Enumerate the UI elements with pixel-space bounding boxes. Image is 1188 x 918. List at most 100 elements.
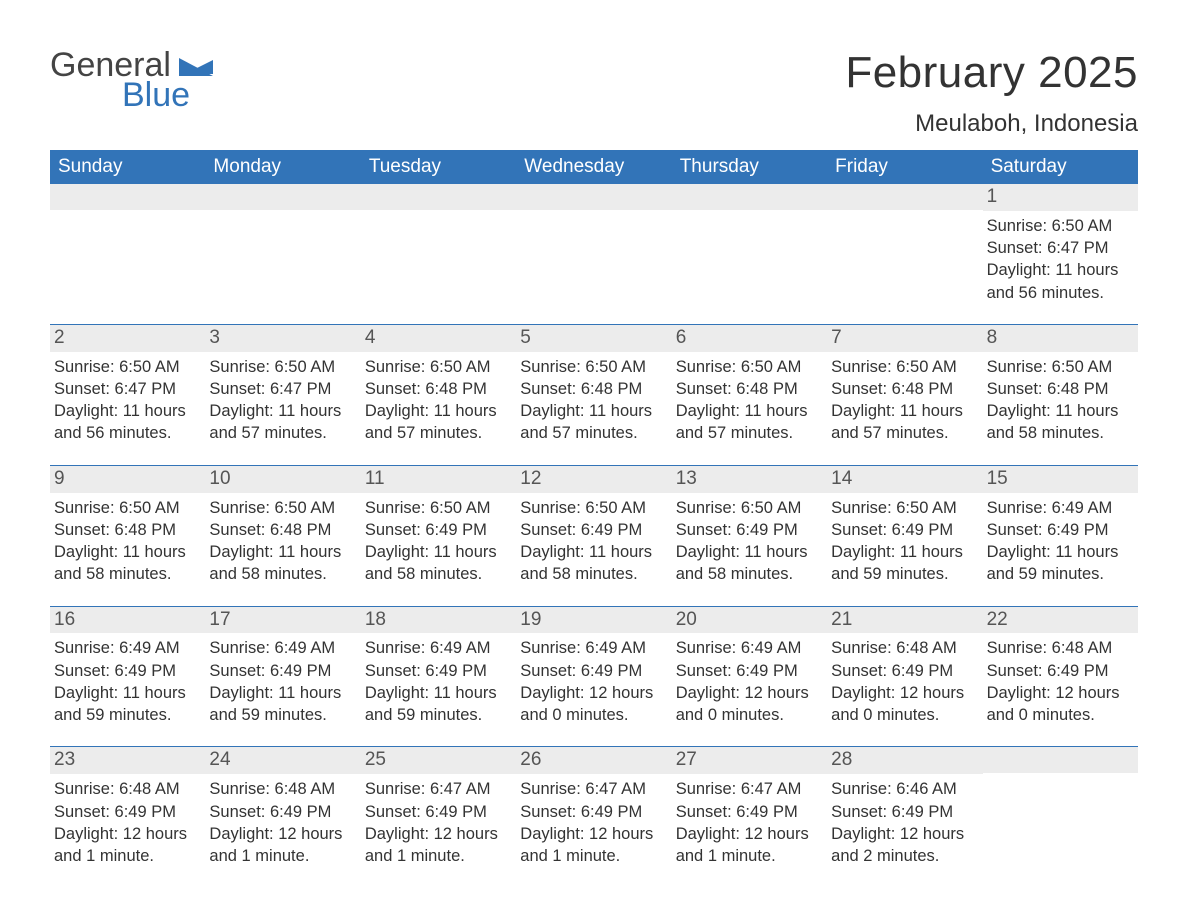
day-sunrise: Sunrise: 6:50 AM xyxy=(520,497,667,519)
day-number: 22 xyxy=(983,607,1138,634)
day-info: Sunrise: 6:49 AMSunset: 6:49 PMDaylight:… xyxy=(50,633,205,726)
day-number: 28 xyxy=(827,747,982,774)
day-dl2: and 56 minutes. xyxy=(54,422,201,444)
day-dl2: and 2 minutes. xyxy=(831,845,978,867)
day-sunset: Sunset: 6:49 PM xyxy=(831,801,978,823)
day-info: Sunrise: 6:50 AMSunset: 6:49 PMDaylight:… xyxy=(516,493,671,586)
day-dl2: and 56 minutes. xyxy=(987,282,1134,304)
day-info: Sunrise: 6:50 AMSunset: 6:48 PMDaylight:… xyxy=(983,352,1138,445)
day-dl1: Daylight: 11 hours xyxy=(987,400,1134,422)
day-sunset: Sunset: 6:47 PM xyxy=(209,378,356,400)
day-sunset: Sunset: 6:47 PM xyxy=(987,237,1134,259)
day-sunset: Sunset: 6:48 PM xyxy=(831,378,978,400)
day-sunrise: Sunrise: 6:46 AM xyxy=(831,778,978,800)
day-sunset: Sunset: 6:49 PM xyxy=(209,660,356,682)
day-dl1: Daylight: 11 hours xyxy=(520,400,667,422)
day-dl1: Daylight: 12 hours xyxy=(676,682,823,704)
day-info: Sunrise: 6:50 AMSunset: 6:49 PMDaylight:… xyxy=(361,493,516,586)
day-sunrise: Sunrise: 6:49 AM xyxy=(987,497,1134,519)
day-sunset: Sunset: 6:49 PM xyxy=(365,801,512,823)
day-sunrise: Sunrise: 6:50 AM xyxy=(987,215,1134,237)
day-number: 15 xyxy=(983,466,1138,493)
day-sunrise: Sunrise: 6:49 AM xyxy=(209,637,356,659)
day-dl2: and 57 minutes. xyxy=(831,422,978,444)
day-dl1: Daylight: 11 hours xyxy=(987,259,1134,281)
day-dl2: and 1 minute. xyxy=(520,845,667,867)
day-sunset: Sunset: 6:48 PM xyxy=(987,378,1134,400)
month-title: February 2025 xyxy=(845,48,1138,98)
day-number xyxy=(672,184,827,210)
day-number: 14 xyxy=(827,466,982,493)
day-sunset: Sunset: 6:49 PM xyxy=(987,519,1134,541)
day-dl2: and 59 minutes. xyxy=(209,704,356,726)
day-number xyxy=(516,184,671,210)
day-cell: 7Sunrise: 6:50 AMSunset: 6:48 PMDaylight… xyxy=(827,325,982,445)
day-info: Sunrise: 6:49 AMSunset: 6:49 PMDaylight:… xyxy=(983,493,1138,586)
day-cell: 5Sunrise: 6:50 AMSunset: 6:48 PMDaylight… xyxy=(516,325,671,445)
day-sunrise: Sunrise: 6:48 AM xyxy=(831,637,978,659)
day-dl2: and 0 minutes. xyxy=(676,704,823,726)
day-info: Sunrise: 6:50 AMSunset: 6:47 PMDaylight:… xyxy=(50,352,205,445)
day-sunrise: Sunrise: 6:48 AM xyxy=(987,637,1134,659)
day-of-week-header: Tuesday xyxy=(361,150,516,184)
day-cell: 24Sunrise: 6:48 AMSunset: 6:49 PMDayligh… xyxy=(205,747,360,867)
day-dl2: and 0 minutes. xyxy=(987,704,1134,726)
day-dl2: and 59 minutes. xyxy=(365,704,512,726)
day-dl1: Daylight: 12 hours xyxy=(831,682,978,704)
day-dl1: Daylight: 12 hours xyxy=(209,823,356,845)
day-sunrise: Sunrise: 6:50 AM xyxy=(209,497,356,519)
day-number: 4 xyxy=(361,325,516,352)
day-number xyxy=(983,747,1138,773)
day-of-week-header: Wednesday xyxy=(516,150,671,184)
day-sunset: Sunset: 6:49 PM xyxy=(365,519,512,541)
day-number: 6 xyxy=(672,325,827,352)
day-info: Sunrise: 6:48 AMSunset: 6:49 PMDaylight:… xyxy=(983,633,1138,726)
day-sunrise: Sunrise: 6:47 AM xyxy=(365,778,512,800)
day-of-week-header: Monday xyxy=(205,150,360,184)
day-sunset: Sunset: 6:49 PM xyxy=(520,660,667,682)
day-number: 24 xyxy=(205,747,360,774)
day-cell: 12Sunrise: 6:50 AMSunset: 6:49 PMDayligh… xyxy=(516,466,671,586)
day-of-week-header: Friday xyxy=(827,150,982,184)
day-sunset: Sunset: 6:48 PM xyxy=(520,378,667,400)
day-number: 21 xyxy=(827,607,982,634)
day-dl2: and 59 minutes. xyxy=(54,704,201,726)
day-number: 2 xyxy=(50,325,205,352)
day-cell: 2Sunrise: 6:50 AMSunset: 6:47 PMDaylight… xyxy=(50,325,205,445)
day-number: 8 xyxy=(983,325,1138,352)
day-number: 27 xyxy=(672,747,827,774)
day-number: 26 xyxy=(516,747,671,774)
day-sunrise: Sunrise: 6:47 AM xyxy=(520,778,667,800)
day-of-week-header: Saturday xyxy=(983,150,1138,184)
day-dl2: and 58 minutes. xyxy=(520,563,667,585)
day-dl2: and 57 minutes. xyxy=(365,422,512,444)
day-dl2: and 1 minute. xyxy=(209,845,356,867)
day-dl2: and 1 minute. xyxy=(676,845,823,867)
day-dl2: and 58 minutes. xyxy=(987,422,1134,444)
day-sunrise: Sunrise: 6:50 AM xyxy=(365,497,512,519)
day-sunset: Sunset: 6:49 PM xyxy=(54,801,201,823)
day-number: 13 xyxy=(672,466,827,493)
day-cell: 27Sunrise: 6:47 AMSunset: 6:49 PMDayligh… xyxy=(672,747,827,867)
day-number: 16 xyxy=(50,607,205,634)
day-cell xyxy=(361,184,516,304)
logo: General Blue xyxy=(50,48,213,112)
day-sunrise: Sunrise: 6:49 AM xyxy=(676,637,823,659)
day-cell: 19Sunrise: 6:49 AMSunset: 6:49 PMDayligh… xyxy=(516,607,671,727)
day-dl1: Daylight: 11 hours xyxy=(54,682,201,704)
day-info: Sunrise: 6:50 AMSunset: 6:48 PMDaylight:… xyxy=(361,352,516,445)
day-dl1: Daylight: 12 hours xyxy=(365,823,512,845)
day-number: 10 xyxy=(205,466,360,493)
day-dl2: and 1 minute. xyxy=(365,845,512,867)
day-sunset: Sunset: 6:48 PM xyxy=(54,519,201,541)
day-sunrise: Sunrise: 6:50 AM xyxy=(365,356,512,378)
day-sunrise: Sunrise: 6:50 AM xyxy=(676,356,823,378)
day-dl1: Daylight: 11 hours xyxy=(209,682,356,704)
day-number: 25 xyxy=(361,747,516,774)
day-info: Sunrise: 6:48 AMSunset: 6:49 PMDaylight:… xyxy=(205,774,360,867)
day-dl1: Daylight: 11 hours xyxy=(54,541,201,563)
day-sunrise: Sunrise: 6:50 AM xyxy=(676,497,823,519)
day-cell: 23Sunrise: 6:48 AMSunset: 6:49 PMDayligh… xyxy=(50,747,205,867)
day-cell: 15Sunrise: 6:49 AMSunset: 6:49 PMDayligh… xyxy=(983,466,1138,586)
day-number: 7 xyxy=(827,325,982,352)
